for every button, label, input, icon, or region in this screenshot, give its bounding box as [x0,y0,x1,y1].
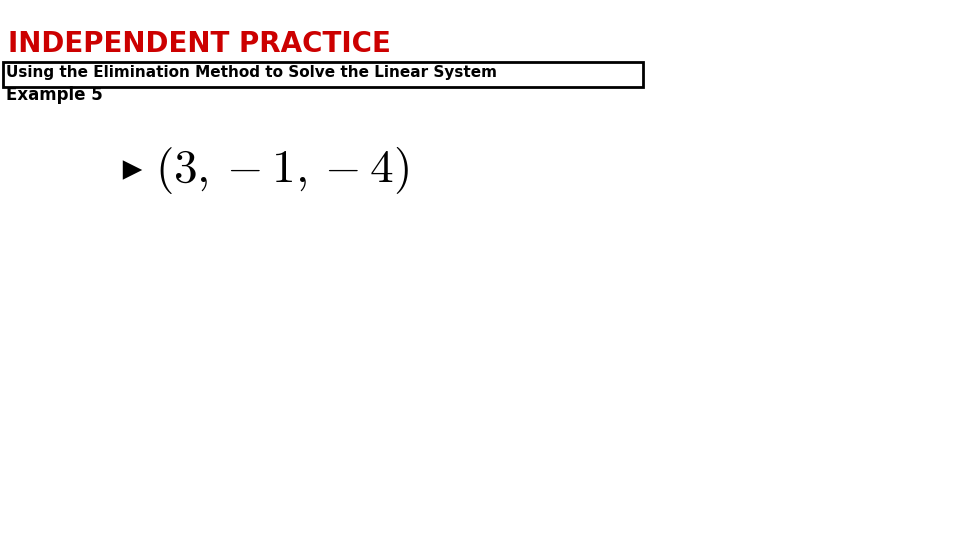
Text: Using the Elimination Method to Solve the Linear System: Using the Elimination Method to Solve th… [6,65,497,80]
Bar [3,62,642,87]
Text: Example 5: Example 5 [6,86,103,104]
Text: $(3,-1,-4)$: $(3,-1,-4)$ [155,145,409,195]
Text: INDEPENDENT PRACTICE: INDEPENDENT PRACTICE [8,30,391,58]
